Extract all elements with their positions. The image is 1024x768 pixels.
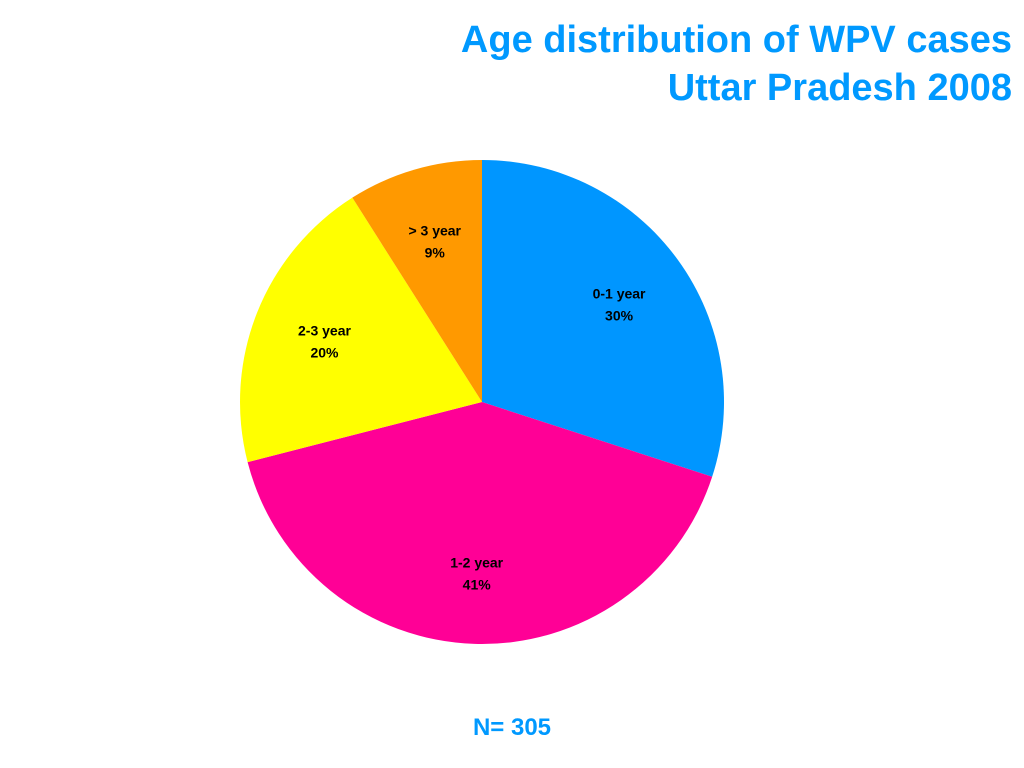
slice-label-2-3-year: 2-3 year 20% [298, 323, 351, 361]
pie-slice-3-year [352, 160, 482, 402]
chart-title: Age distribution of WPV cases [460, 19, 1012, 61]
sample-size-note: N= 305 [472, 714, 552, 741]
chart-title-block: Age distribution of WPV cases Uttar Prad… [461, 16, 1012, 112]
slice-label-0-1-year: 0-1 year 30% [593, 285, 646, 323]
slice-label-3-year: > 3 year 9% [408, 222, 461, 260]
pie-slice-2-3-year [239, 197, 482, 463]
pie-slice-0-1-year [482, 160, 724, 477]
slice-label-1-2-year: 1-2 year 41% [450, 554, 503, 592]
pie-slice-1-2-year [247, 402, 713, 644]
chart-subtitle: Uttar Pradesh 2008 [667, 67, 1012, 109]
